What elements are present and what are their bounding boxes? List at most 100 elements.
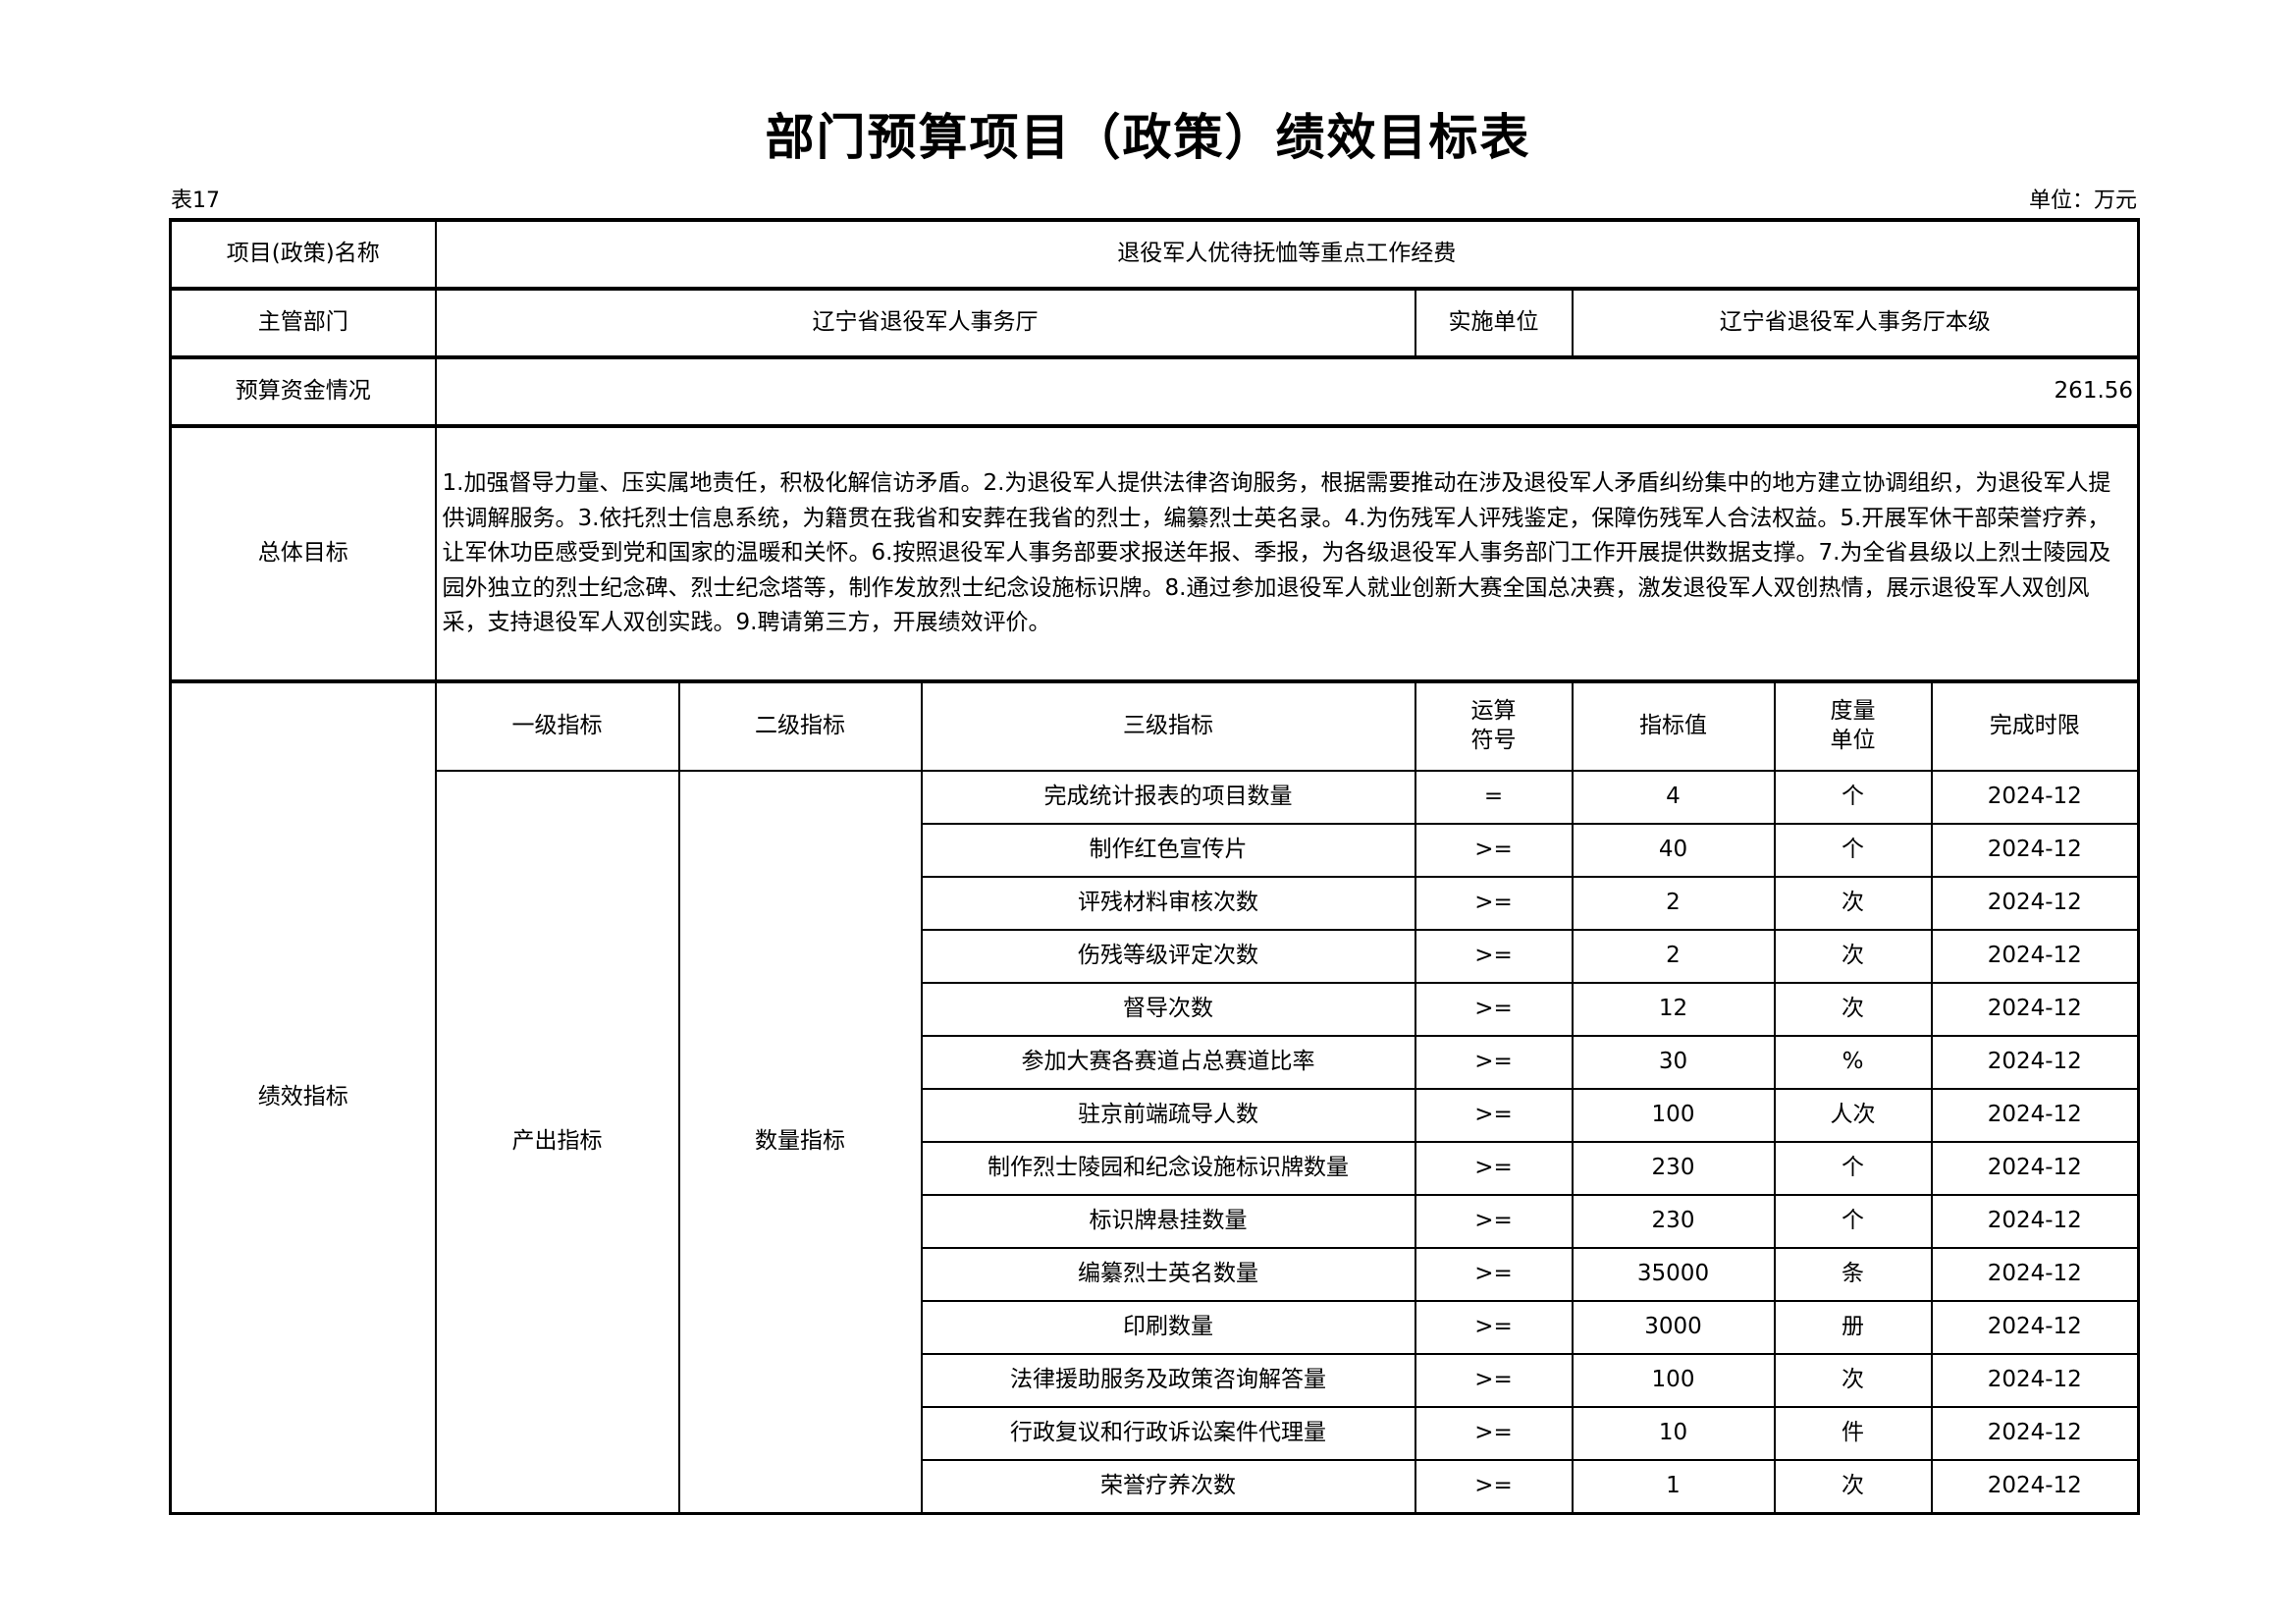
deadline: 2024-12 [1930, 1406, 2140, 1461]
operator: >= [1414, 1300, 1574, 1355]
page-title: 部门预算项目（政策）绩效目标表 [765, 109, 1531, 166]
operator: >= [1414, 1459, 1574, 1515]
indicator-name: 印刷数量 [920, 1300, 1416, 1355]
table-row: 督导次数 >= 12 次 2024-12 [171, 982, 2140, 1037]
deadline: 2024-12 [1930, 823, 2140, 878]
level1-cell: 产出指标 [434, 770, 680, 1515]
dept-value: 辽宁省退役军人事务厅 [434, 287, 1416, 358]
deadline: 2024-12 [1930, 1035, 2140, 1090]
target-value: 2 [1571, 876, 1776, 931]
deadline: 2024-12 [1930, 982, 2140, 1037]
goal-label: 总体目标 [169, 424, 437, 682]
unit: 册 [1773, 1300, 1933, 1355]
table-row: 产出指标 数量指标 完成统计报表的项目数量 = 4 个 2024-12 [171, 770, 2140, 1515]
target-value: 1 [1571, 1459, 1776, 1515]
column-header: 度量 单位 [1773, 679, 1933, 772]
deadline: 2024-12 [1930, 1353, 2140, 1408]
operator: >= [1414, 1088, 1574, 1143]
target-value: 230 [1571, 1194, 1776, 1249]
unit: 次 [1773, 1459, 1933, 1515]
indicator-name: 荣誉疗养次数 [920, 1459, 1416, 1515]
operator: >= [1414, 876, 1574, 931]
deadline: 2024-12 [1930, 876, 2140, 931]
operator: >= [1414, 929, 1574, 984]
dept-label: 主管部门 [169, 287, 437, 358]
unit: 件 [1773, 1406, 1933, 1461]
table-row: 标识牌悬挂数量 >= 230 个 2024-12 [171, 1194, 2140, 1249]
indicator-name: 评残材料审核次数 [920, 876, 1416, 931]
deadline: 2024-12 [1930, 1300, 2140, 1355]
indicator-name: 制作烈士陵园和纪念设施标识牌数量 [920, 1141, 1416, 1196]
target-value: 40 [1571, 823, 1776, 878]
level2-cell: 数量指标 [677, 770, 923, 1515]
unit: 条 [1773, 1247, 1933, 1302]
target-value: 100 [1571, 1088, 1776, 1143]
indicator-name: 驻京前端疏导人数 [920, 1088, 1416, 1143]
unit: 个 [1773, 823, 1933, 878]
target-value: 10 [1571, 1406, 1776, 1461]
operator: >= [1414, 823, 1574, 878]
table-row: 伤残等级评定次数 >= 2 次 2024-12 [171, 929, 2140, 984]
table-number: 表17 [171, 189, 220, 213]
target-value: 2 [1571, 929, 1776, 984]
deadline: 2024-12 [1930, 1459, 2140, 1515]
unit: 次 [1773, 1353, 1933, 1408]
perf-label: 绩效指标 [169, 679, 437, 1515]
target-value: 100 [1571, 1353, 1776, 1408]
indicator-name: 伤残等级评定次数 [920, 929, 1416, 984]
indicator-name: 法律援助服务及政策咨询解答量 [920, 1353, 1416, 1408]
impl-label: 实施单位 [1414, 287, 1574, 358]
column-header: 二级指标 [677, 679, 923, 772]
deadline: 2024-12 [1930, 929, 2140, 984]
operator: >= [1414, 1141, 1574, 1196]
operator: >= [1414, 1247, 1574, 1302]
unit: 人次 [1773, 1088, 1933, 1143]
deadline: 2024-12 [1930, 1247, 2140, 1302]
project-name-label: 项目(政策)名称 [169, 218, 437, 290]
unit: % [1773, 1035, 1933, 1090]
indicator-name: 编纂烈士英名数量 [920, 1247, 1416, 1302]
deadline: 2024-12 [1930, 1194, 2140, 1249]
operator: >= [1414, 982, 1574, 1037]
table-row: 编纂烈士英名数量 >= 35000 条 2024-12 [171, 1247, 2140, 1302]
target-value: 230 [1571, 1141, 1776, 1196]
deadline: 2024-12 [1930, 1141, 2140, 1196]
unit: 次 [1773, 929, 1933, 984]
target-value: 35000 [1571, 1247, 1776, 1302]
table-row: 荣誉疗养次数 >= 1 次 2024-12 [171, 1459, 2140, 1515]
indicator-name: 完成统计报表的项目数量 [920, 770, 1416, 825]
operator: = [1414, 770, 1574, 825]
indicator-name: 行政复议和行政诉讼案件代理量 [920, 1406, 1416, 1461]
operator: >= [1414, 1194, 1574, 1249]
impl-value: 辽宁省退役军人事务厅本级 [1571, 287, 2140, 358]
table-row: 行政复议和行政诉讼案件代理量 >= 10 件 2024-12 [171, 1406, 2140, 1461]
unit: 次 [1773, 876, 1933, 931]
table-row: 法律援助服务及政策咨询解答量 >= 100 次 2024-12 [171, 1353, 2140, 1408]
unit-label: 单位：万元 [2028, 189, 2137, 213]
column-header: 指标值 [1571, 679, 1776, 772]
table-row: 评残材料审核次数 >= 2 次 2024-12 [171, 876, 2140, 931]
target-value: 30 [1571, 1035, 1776, 1090]
project-name: 退役军人优待抚恤等重点工作经费 [434, 218, 2140, 290]
table-row: 驻京前端疏导人数 >= 100 人次 2024-12 [171, 1088, 2140, 1143]
target-value: 12 [1571, 982, 1776, 1037]
column-header: 运算 符号 [1414, 679, 1574, 772]
goal-text: 1.加强督导力量、压实属地责任，积极化解信访矛盾。2.为退役军人提供法律咨询服务… [434, 424, 2140, 682]
operator: >= [1414, 1406, 1574, 1461]
indicator-name: 标识牌悬挂数量 [920, 1194, 1416, 1249]
table-row: 制作红色宣传片 >= 40 个 2024-12 [171, 823, 2140, 878]
table-row: 制作烈士陵园和纪念设施标识牌数量 >= 230 个 2024-12 [171, 1141, 2140, 1196]
column-header: 一级指标 [434, 679, 680, 772]
unit: 个 [1773, 1141, 1933, 1196]
performance-table: 项目(政策)名称 退役军人优待抚恤等重点工作经费 主管部门 辽宁省退役军人事务厅… [169, 218, 2141, 1515]
column-header: 完成时限 [1930, 679, 2140, 772]
target-value: 4 [1571, 770, 1776, 825]
operator: >= [1414, 1353, 1574, 1408]
table-row: 印刷数量 >= 3000 册 2024-12 [171, 1300, 2140, 1355]
column-header: 三级指标 [920, 679, 1416, 772]
indicator-name: 参加大赛各赛道占总赛道比率 [920, 1035, 1416, 1090]
deadline: 2024-12 [1930, 1088, 2140, 1143]
unit: 次 [1773, 982, 1933, 1037]
deadline: 2024-12 [1930, 770, 2140, 825]
indicator-name: 督导次数 [920, 982, 1416, 1037]
